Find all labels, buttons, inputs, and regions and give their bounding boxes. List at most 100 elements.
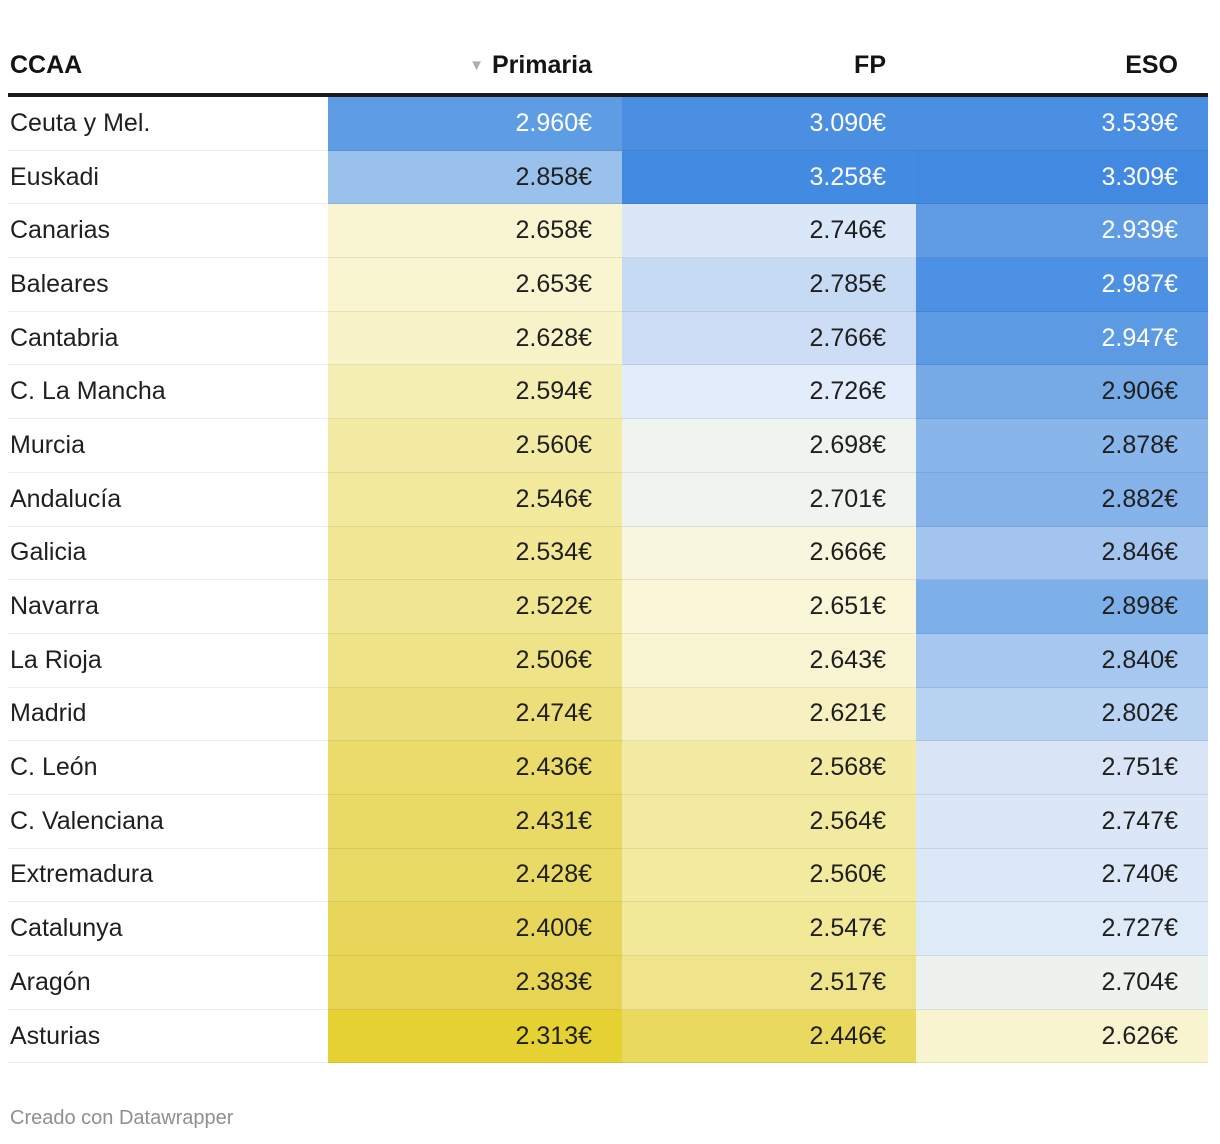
cell-fp: 3.090€	[622, 97, 916, 151]
cell-eso: 3.309€	[916, 150, 1208, 205]
cell-fp: 2.560€	[622, 848, 916, 903]
table-row: Aragón 2.383€ 2.517€ 2.704€	[8, 956, 1208, 1010]
table-header-row: CCAA ▼ Primaria FP ESO	[8, 38, 1208, 97]
row-label-ccaa: Murcia	[8, 419, 328, 473]
row-label-ccaa: Cantabria	[8, 311, 328, 366]
cell-primaria: 2.653€	[328, 258, 622, 312]
row-label-ccaa: C. León	[8, 741, 328, 795]
cell-fp: 2.766€	[622, 311, 916, 366]
table-row: Extremadura 2.428€ 2.560€ 2.740€	[8, 848, 1208, 903]
cell-fp: 2.698€	[622, 419, 916, 473]
cell-eso: 2.898€	[916, 580, 1208, 634]
cell-fp: 2.568€	[622, 741, 916, 795]
cell-fp: 3.258€	[622, 150, 916, 205]
cell-fp: 2.517€	[622, 956, 916, 1010]
row-label-ccaa: Canarias	[8, 204, 328, 259]
table-row: Ceuta y Mel. 2.960€ 3.090€ 3.539€	[8, 97, 1208, 151]
table-row: C. La Mancha 2.594€ 2.726€ 2.906€	[8, 365, 1208, 420]
row-label-ccaa: Extremadura	[8, 848, 328, 903]
cell-eso: 2.626€	[916, 1009, 1208, 1064]
cell-eso: 2.747€	[916, 794, 1208, 849]
cell-fp: 2.746€	[622, 204, 916, 259]
cell-fp: 2.701€	[622, 472, 916, 527]
cell-primaria: 2.560€	[328, 419, 622, 473]
cell-fp: 2.547€	[622, 902, 916, 956]
cell-eso: 2.704€	[916, 956, 1208, 1010]
column-header-ccaa[interactable]: CCAA	[8, 38, 328, 93]
row-label-ccaa: Navarra	[8, 580, 328, 634]
cell-primaria: 2.594€	[328, 365, 622, 420]
cell-eso: 2.802€	[916, 687, 1208, 742]
table-row: Madrid 2.474€ 2.621€ 2.802€	[8, 687, 1208, 742]
column-header-primaria-label: Primaria	[491, 51, 592, 79]
row-label-ccaa: Galicia	[8, 526, 328, 581]
column-header-fp[interactable]: FP	[622, 38, 916, 93]
cell-eso: 2.882€	[916, 472, 1208, 527]
table-row: Asturias 2.313€ 2.446€ 2.626€	[8, 1009, 1208, 1064]
table-body: Ceuta y Mel. 2.960€ 3.090€ 3.539€ Euskadi 2.8…	[8, 97, 1208, 1064]
cell-primaria: 2.383€	[328, 956, 622, 1010]
cell-fp: 2.446€	[622, 1009, 916, 1064]
row-label-ccaa: Madrid	[8, 687, 328, 742]
cell-fp: 2.643€	[622, 633, 916, 688]
cell-primaria: 2.534€	[328, 526, 622, 581]
table-row: Galicia 2.534€ 2.666€ 2.846€	[8, 526, 1208, 581]
cell-eso: 2.840€	[916, 633, 1208, 688]
row-label-ccaa: C. Valenciana	[8, 794, 328, 849]
table-row: Andalucía 2.546€ 2.701€ 2.882€	[8, 472, 1208, 527]
cell-eso: 2.947€	[916, 311, 1208, 366]
cell-primaria: 2.960€	[328, 97, 622, 151]
row-label-ccaa: Baleares	[8, 258, 328, 312]
column-header-primaria[interactable]: ▼ Primaria	[328, 38, 622, 93]
cell-eso: 2.939€	[916, 204, 1208, 259]
cell-primaria: 2.522€	[328, 580, 622, 634]
cell-primaria: 2.313€	[328, 1009, 622, 1064]
row-label-ccaa: Ceuta y Mel.	[8, 97, 328, 151]
cell-fp: 2.666€	[622, 526, 916, 581]
cell-primaria: 2.658€	[328, 204, 622, 259]
cell-eso: 2.740€	[916, 848, 1208, 903]
sort-descending-icon: ▼	[469, 57, 484, 74]
table-row: Baleares 2.653€ 2.785€ 2.987€	[8, 258, 1208, 312]
table-row: Catalunya 2.400€ 2.547€ 2.727€	[8, 902, 1208, 956]
cell-eso: 2.727€	[916, 902, 1208, 956]
cell-primaria: 2.858€	[328, 150, 622, 205]
cell-primaria: 2.431€	[328, 794, 622, 849]
row-label-ccaa: Aragón	[8, 956, 328, 1010]
row-label-ccaa: C. La Mancha	[8, 365, 328, 420]
cell-fp: 2.726€	[622, 365, 916, 420]
cell-fp: 2.621€	[622, 687, 916, 742]
row-label-ccaa: Euskadi	[8, 150, 328, 205]
cell-eso: 2.751€	[916, 741, 1208, 795]
column-header-eso[interactable]: ESO	[916, 38, 1208, 93]
table-row: Navarra 2.522€ 2.651€ 2.898€	[8, 580, 1208, 634]
cell-eso: 3.539€	[916, 97, 1208, 151]
table-row: Cantabria 2.628€ 2.766€ 2.947€	[8, 311, 1208, 366]
cell-fp: 2.564€	[622, 794, 916, 849]
cell-eso: 2.906€	[916, 365, 1208, 420]
cell-primaria: 2.436€	[328, 741, 622, 795]
table-row: C. León 2.436€ 2.568€ 2.751€	[8, 741, 1208, 795]
cell-fp: 2.651€	[622, 580, 916, 634]
row-label-ccaa: Catalunya	[8, 902, 328, 956]
table-row: La Rioja 2.506€ 2.643€ 2.840€	[8, 633, 1208, 688]
table-row: Murcia 2.560€ 2.698€ 2.878€	[8, 419, 1208, 473]
row-label-ccaa: Asturias	[8, 1009, 328, 1064]
cell-primaria: 2.546€	[328, 472, 622, 527]
cell-eso: 2.846€	[916, 526, 1208, 581]
cell-primaria: 2.474€	[328, 687, 622, 742]
cell-primaria: 2.428€	[328, 848, 622, 903]
cell-fp: 2.785€	[622, 258, 916, 312]
table-row: C. Valenciana 2.431€ 2.564€ 2.747€	[8, 794, 1208, 849]
row-label-ccaa: Andalucía	[8, 472, 328, 527]
cell-primaria: 2.506€	[328, 633, 622, 688]
cell-primaria: 2.400€	[328, 902, 622, 956]
row-label-ccaa: La Rioja	[8, 633, 328, 688]
cell-primaria: 2.628€	[328, 311, 622, 366]
credit-line: Creado con Datawrapper	[10, 1107, 234, 1130]
cell-eso: 2.878€	[916, 419, 1208, 473]
cell-eso: 2.987€	[916, 258, 1208, 312]
table-row: Canarias 2.658€ 2.746€ 2.939€	[8, 204, 1208, 259]
table-row: Euskadi 2.858€ 3.258€ 3.309€	[8, 150, 1208, 205]
